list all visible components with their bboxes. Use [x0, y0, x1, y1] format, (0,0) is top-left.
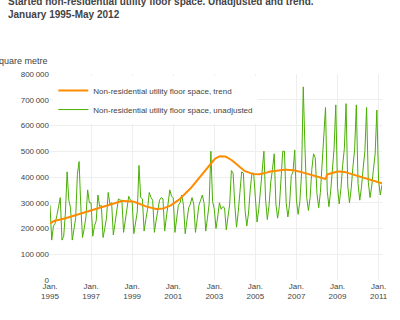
svg-text:400 000: 400 000 — [21, 173, 50, 182]
svg-text:800 000: 800 000 — [21, 70, 50, 79]
svg-text:Non-residential utility floor: Non-residential utility floor space, tre… — [93, 87, 231, 96]
svg-text:700 000: 700 000 — [21, 96, 50, 105]
svg-text:Jan.2011: Jan.2011 — [370, 282, 388, 301]
svg-text:Jan.1995: Jan.1995 — [41, 282, 59, 301]
svg-text:Jan.2005: Jan.2005 — [246, 282, 264, 301]
svg-text:500 000: 500 000 — [21, 147, 50, 156]
svg-text:Square metre: Square metre — [0, 56, 48, 66]
svg-text:300 000: 300 000 — [21, 199, 50, 208]
svg-text:Non-residential utility floor: Non-residential utility floor space, una… — [93, 106, 252, 115]
svg-text:600 000: 600 000 — [21, 121, 50, 130]
svg-text:Jan.2007: Jan.2007 — [288, 282, 306, 301]
svg-text:Jan.2009: Jan.2009 — [329, 282, 347, 301]
svg-text:Jan.2001: Jan.2001 — [164, 282, 182, 301]
svg-text:Jan.2003: Jan.2003 — [205, 282, 223, 301]
svg-text:100 000: 100 000 — [21, 250, 50, 259]
svg-text:Jan.1997: Jan.1997 — [82, 282, 100, 301]
svg-text:Started non-residential utilit: Started non-residential utility floor sp… — [8, 0, 314, 20]
svg-text:200 000: 200 000 — [21, 224, 50, 233]
svg-text:0: 0 — [45, 276, 50, 285]
svg-text:Jan.1999: Jan.1999 — [123, 282, 141, 301]
